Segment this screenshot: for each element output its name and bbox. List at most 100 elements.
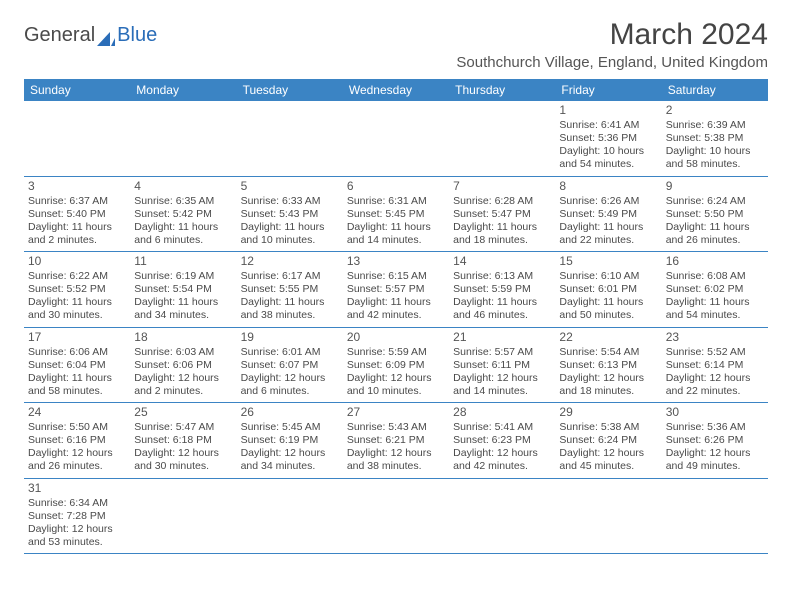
weeks-container: 1Sunrise: 6:41 AMSunset: 5:36 PMDaylight… [24, 101, 768, 554]
sunset-text: Sunset: 5:55 PM [241, 283, 339, 296]
day-cell [449, 479, 555, 554]
day-cell: 21Sunrise: 5:57 AMSunset: 6:11 PMDayligh… [449, 328, 555, 403]
dow-cell: Tuesday [237, 79, 343, 101]
day-cell [555, 479, 661, 554]
day-cell [662, 479, 768, 554]
day-number: 21 [453, 330, 551, 345]
day-number: 4 [134, 179, 232, 194]
daylight-text: Daylight: 12 hours and 2 minutes. [134, 372, 232, 398]
title-block: March 2024 Southchurch Village, England,… [456, 18, 768, 71]
sunrise-text: Sunrise: 5:57 AM [453, 346, 551, 359]
daylight-text: Daylight: 11 hours and 42 minutes. [347, 296, 445, 322]
sunrise-text: Sunrise: 6:41 AM [559, 119, 657, 132]
daylight-text: Daylight: 12 hours and 42 minutes. [453, 447, 551, 473]
daylight-text: Daylight: 12 hours and 53 minutes. [28, 523, 126, 549]
day-cell: 2Sunrise: 6:39 AMSunset: 5:38 PMDaylight… [662, 101, 768, 176]
day-cell: 7Sunrise: 6:28 AMSunset: 5:47 PMDaylight… [449, 177, 555, 252]
sunrise-text: Sunrise: 5:59 AM [347, 346, 445, 359]
day-cell: 18Sunrise: 6:03 AMSunset: 6:06 PMDayligh… [130, 328, 236, 403]
day-cell: 11Sunrise: 6:19 AMSunset: 5:54 PMDayligh… [130, 252, 236, 327]
sunset-text: Sunset: 5:45 PM [347, 208, 445, 221]
sunset-text: Sunset: 7:28 PM [28, 510, 126, 523]
sunset-text: Sunset: 6:11 PM [453, 359, 551, 372]
day-number: 5 [241, 179, 339, 194]
sunrise-text: Sunrise: 6:35 AM [134, 195, 232, 208]
day-number: 16 [666, 254, 764, 269]
day-number: 15 [559, 254, 657, 269]
day-number: 12 [241, 254, 339, 269]
day-number: 22 [559, 330, 657, 345]
day-cell [130, 101, 236, 176]
sunset-text: Sunset: 5:57 PM [347, 283, 445, 296]
day-cell: 3Sunrise: 6:37 AMSunset: 5:40 PMDaylight… [24, 177, 130, 252]
week-row: 3Sunrise: 6:37 AMSunset: 5:40 PMDaylight… [24, 177, 768, 253]
day-cell [449, 101, 555, 176]
daylight-text: Daylight: 11 hours and 6 minutes. [134, 221, 232, 247]
dow-cell: Wednesday [343, 79, 449, 101]
day-cell [24, 101, 130, 176]
sunrise-text: Sunrise: 5:54 AM [559, 346, 657, 359]
day-number: 6 [347, 179, 445, 194]
day-cell: 25Sunrise: 5:47 AMSunset: 6:18 PMDayligh… [130, 403, 236, 478]
day-number: 18 [134, 330, 232, 345]
sunset-text: Sunset: 5:50 PM [666, 208, 764, 221]
daylight-text: Daylight: 11 hours and 54 minutes. [666, 296, 764, 322]
sunset-text: Sunset: 5:52 PM [28, 283, 126, 296]
day-cell: 5Sunrise: 6:33 AMSunset: 5:43 PMDaylight… [237, 177, 343, 252]
day-number: 11 [134, 254, 232, 269]
week-row: 24Sunrise: 5:50 AMSunset: 6:16 PMDayligh… [24, 403, 768, 479]
daylight-text: Daylight: 12 hours and 22 minutes. [666, 372, 764, 398]
daylight-text: Daylight: 11 hours and 22 minutes. [559, 221, 657, 247]
day-number: 17 [28, 330, 126, 345]
dow-cell: Saturday [662, 79, 768, 101]
sunrise-text: Sunrise: 5:50 AM [28, 421, 126, 434]
sunrise-text: Sunrise: 6:17 AM [241, 270, 339, 283]
day-cell: 12Sunrise: 6:17 AMSunset: 5:55 PMDayligh… [237, 252, 343, 327]
sunset-text: Sunset: 6:21 PM [347, 434, 445, 447]
daylight-text: Daylight: 11 hours and 34 minutes. [134, 296, 232, 322]
sunset-text: Sunset: 5:49 PM [559, 208, 657, 221]
sunrise-text: Sunrise: 5:43 AM [347, 421, 445, 434]
month-title: March 2024 [456, 18, 768, 52]
sunrise-text: Sunrise: 6:34 AM [28, 497, 126, 510]
day-number: 20 [347, 330, 445, 345]
sunrise-text: Sunrise: 6:08 AM [666, 270, 764, 283]
day-number: 23 [666, 330, 764, 345]
sunrise-text: Sunrise: 6:28 AM [453, 195, 551, 208]
day-number: 19 [241, 330, 339, 345]
day-cell: 23Sunrise: 5:52 AMSunset: 6:14 PMDayligh… [662, 328, 768, 403]
day-number: 2 [666, 103, 764, 118]
sunset-text: Sunset: 5:42 PM [134, 208, 232, 221]
day-cell: 27Sunrise: 5:43 AMSunset: 6:21 PMDayligh… [343, 403, 449, 478]
sunrise-text: Sunrise: 6:15 AM [347, 270, 445, 283]
sunrise-text: Sunrise: 6:10 AM [559, 270, 657, 283]
sunset-text: Sunset: 5:43 PM [241, 208, 339, 221]
daylight-text: Daylight: 12 hours and 45 minutes. [559, 447, 657, 473]
sunrise-text: Sunrise: 6:13 AM [453, 270, 551, 283]
day-cell: 16Sunrise: 6:08 AMSunset: 6:02 PMDayligh… [662, 252, 768, 327]
sunrise-text: Sunrise: 5:47 AM [134, 421, 232, 434]
day-cell: 29Sunrise: 5:38 AMSunset: 6:24 PMDayligh… [555, 403, 661, 478]
sunrise-text: Sunrise: 6:01 AM [241, 346, 339, 359]
daylight-text: Daylight: 10 hours and 58 minutes. [666, 145, 764, 171]
sunrise-text: Sunrise: 6:03 AM [134, 346, 232, 359]
day-number: 28 [453, 405, 551, 420]
daylight-text: Daylight: 11 hours and 14 minutes. [347, 221, 445, 247]
day-number: 7 [453, 179, 551, 194]
sunset-text: Sunset: 5:38 PM [666, 132, 764, 145]
day-cell [343, 101, 449, 176]
header: General Blue March 2024 Southchurch Vill… [24, 18, 768, 71]
dow-cell: Sunday [24, 79, 130, 101]
sunset-text: Sunset: 6:09 PM [347, 359, 445, 372]
daylight-text: Daylight: 12 hours and 34 minutes. [241, 447, 339, 473]
day-cell [130, 479, 236, 554]
sunrise-text: Sunrise: 6:24 AM [666, 195, 764, 208]
day-number: 24 [28, 405, 126, 420]
sunrise-text: Sunrise: 5:41 AM [453, 421, 551, 434]
day-cell: 17Sunrise: 6:06 AMSunset: 6:04 PMDayligh… [24, 328, 130, 403]
sunset-text: Sunset: 5:36 PM [559, 132, 657, 145]
sunrise-text: Sunrise: 6:37 AM [28, 195, 126, 208]
day-number: 10 [28, 254, 126, 269]
sunset-text: Sunset: 5:47 PM [453, 208, 551, 221]
day-cell: 14Sunrise: 6:13 AMSunset: 5:59 PMDayligh… [449, 252, 555, 327]
